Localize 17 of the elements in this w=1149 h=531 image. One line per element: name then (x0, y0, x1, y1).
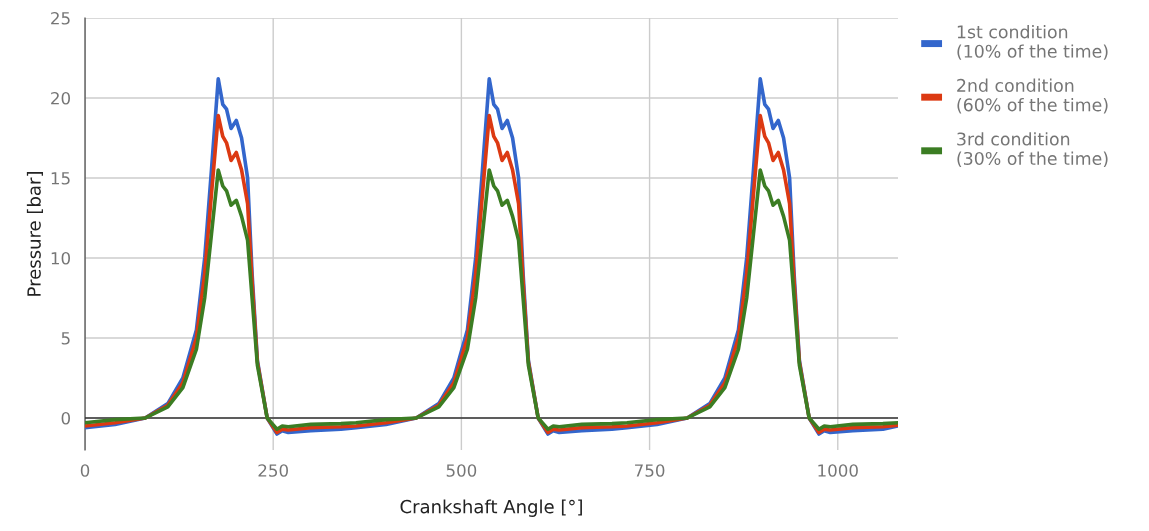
x-tick-label: 500 (446, 464, 477, 477)
y-tick-label: 25 (51, 11, 70, 25)
legend-label: 1st condition (10% of the time) (957, 24, 1108, 60)
y-tick-label: 5 (61, 332, 70, 345)
x-tick-label: 750 (635, 464, 665, 477)
x-tick-label: 1000 (818, 464, 858, 477)
x-tick-label: 250 (258, 464, 288, 477)
y-tick-label: 20 (51, 91, 70, 105)
legend-label: 2nd condition (60% of the time) (957, 78, 1108, 114)
y-axis-title: Pressure [bar] (26, 172, 43, 296)
line-series (85, 168, 898, 432)
legend-label: 3rd condition (30% of the time) (957, 132, 1108, 168)
x-tick-label: 0 (80, 464, 90, 477)
y-tick-label: 15 (51, 172, 70, 185)
x-axis-title: Crankshaft Angle [°] (400, 499, 582, 517)
y-tick-label: 0 (61, 411, 70, 425)
y-tick-label: 10 (51, 251, 70, 265)
